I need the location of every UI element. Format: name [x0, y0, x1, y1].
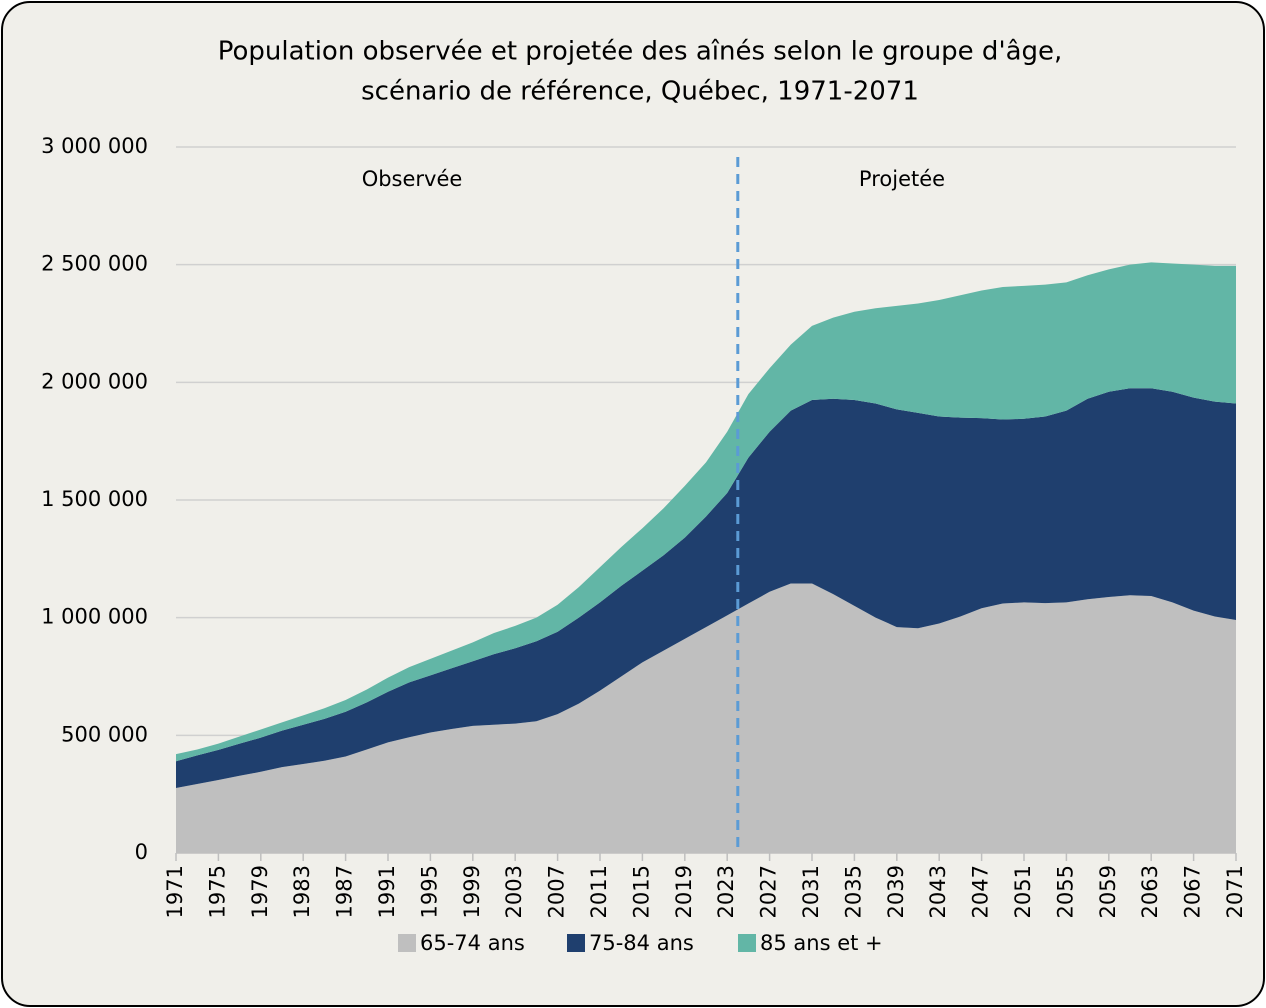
x-tick-label: 2003: [502, 865, 526, 918]
x-tick-label: 1971: [163, 865, 187, 918]
x-tick-label: 2063: [1138, 865, 1162, 918]
x-tick-label: 1975: [205, 865, 229, 918]
x-tick-label: 2007: [545, 865, 569, 918]
legend-label: 85 ans et +: [760, 931, 883, 955]
x-tick-label: 2031: [799, 865, 823, 918]
x-tick-label: 2039: [884, 865, 908, 918]
x-tick-label: 2019: [672, 865, 696, 918]
x-tick-label: 1991: [375, 865, 399, 918]
legend-label: 75-84 ans: [589, 931, 694, 955]
y-tick-label: 1 500 000: [41, 487, 148, 511]
x-tick-label: 2059: [1096, 865, 1120, 918]
y-tick-label: 500 000: [61, 722, 148, 746]
area: [176, 262, 1236, 762]
x-tick-label: 1995: [417, 865, 441, 918]
x-tick-label: 1983: [290, 865, 314, 918]
x-tick-label: 2067: [1181, 865, 1205, 918]
x-tick-label: 2043: [926, 865, 950, 918]
chart-title: Population observée et projetée des aîné…: [218, 37, 1063, 67]
x-tick-label: 2055: [1053, 865, 1077, 918]
legend-label: 65-74 ans: [420, 931, 525, 955]
x-tick-label: 2035: [841, 865, 865, 918]
x-tick-label: 2071: [1223, 865, 1247, 918]
y-tick-label: 1 000 000: [41, 605, 148, 629]
legend-swatch: [567, 934, 585, 952]
annotation: Observée: [362, 167, 463, 191]
y-tick-label: 2 000 000: [41, 369, 148, 393]
annotation: Projetée: [859, 167, 945, 191]
x-tick-label: 1987: [333, 865, 357, 918]
x-tick-label: 2051: [1011, 865, 1035, 918]
area: [176, 388, 1236, 789]
legend-swatch: [398, 934, 416, 952]
x-tick-label: 2023: [714, 865, 738, 918]
y-tick-label: 2 500 000: [41, 252, 148, 276]
x-tick-label: 1999: [460, 865, 484, 918]
x-tick-label: 2015: [629, 865, 653, 918]
y-tick-label: 0: [135, 840, 148, 864]
x-tick-label: 2027: [757, 865, 781, 918]
x-tick-label: 2047: [969, 865, 993, 918]
y-tick-label: 3 000 000: [41, 134, 148, 158]
area: [176, 583, 1236, 853]
legend-swatch: [738, 934, 756, 952]
chart-title: scénario de référence, Québec, 1971-2071: [361, 77, 919, 107]
x-tick-label: 1979: [248, 865, 272, 918]
x-tick-label: 2011: [587, 865, 611, 918]
